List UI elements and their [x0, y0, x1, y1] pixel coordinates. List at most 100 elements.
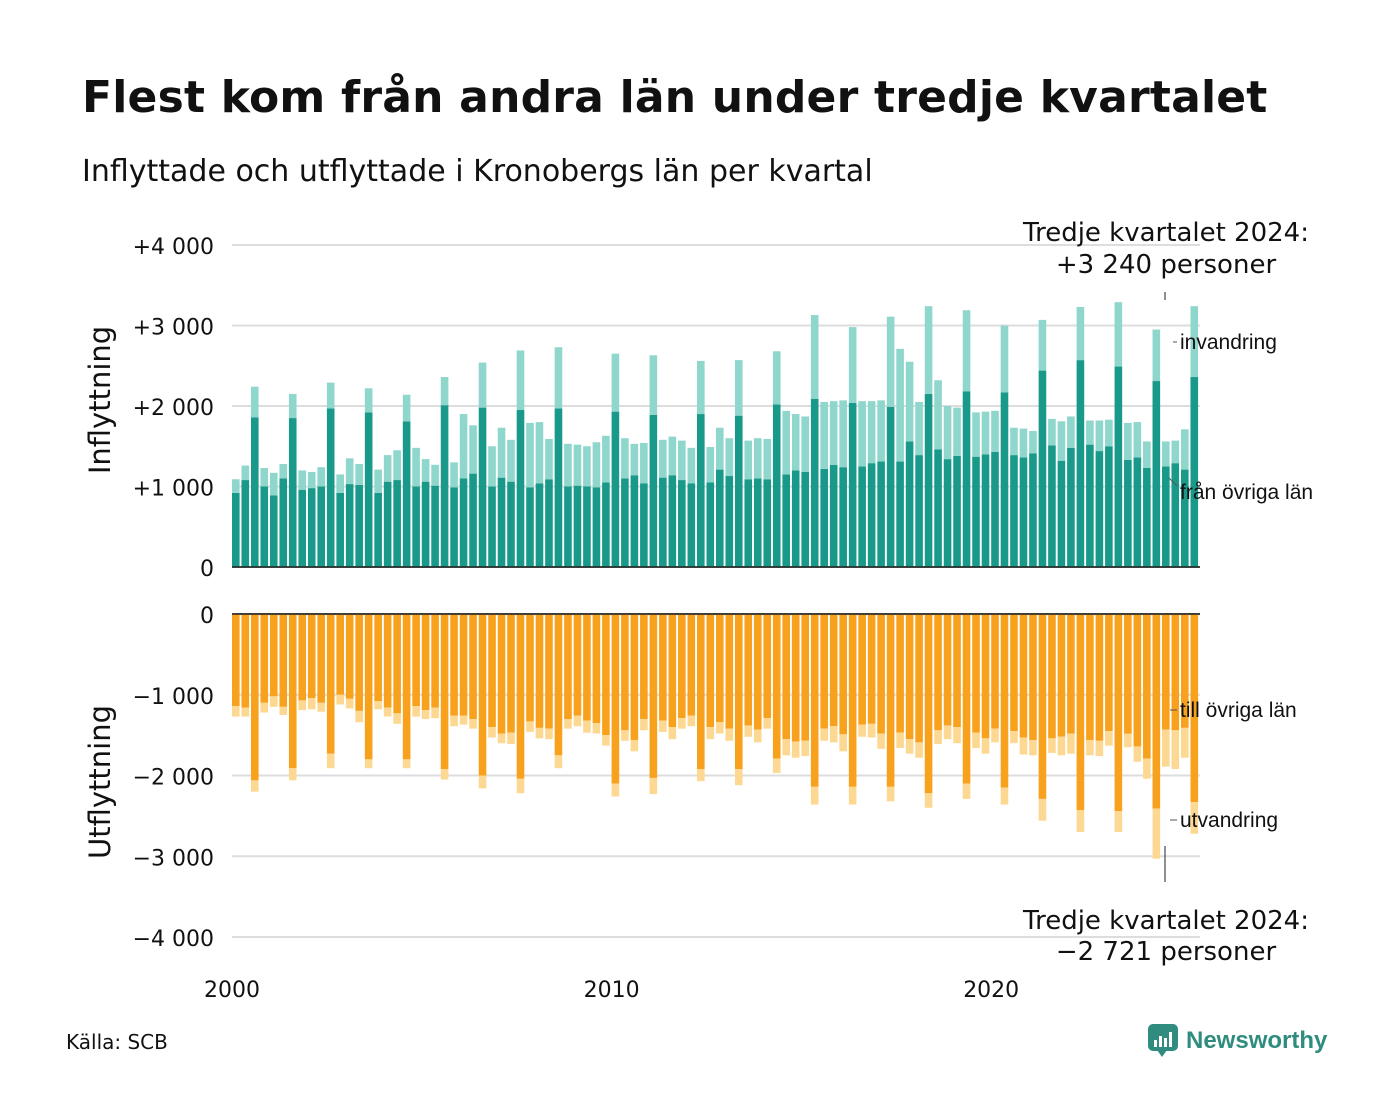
bar-till-ovriga-lan: [924, 614, 933, 794]
bar-fran-ovriga-lan: [583, 486, 591, 567]
bar-utvandring: [772, 758, 781, 774]
bar-invandring: [953, 407, 961, 456]
bar-fran-ovriga-lan: [336, 492, 344, 567]
bar-fran-ovriga-lan: [478, 407, 487, 567]
bar-utvandring: [630, 739, 639, 752]
bar-till-ovriga-lan: [877, 614, 885, 734]
bar-fran-ovriga-lan: [1010, 455, 1018, 567]
bar-utvandring: [659, 720, 667, 732]
bar-utvandring: [307, 697, 316, 710]
bar-fran-ovriga-lan: [668, 475, 677, 567]
bar-till-ovriga-lan: [250, 614, 259, 781]
bar-fran-ovriga-lan: [753, 478, 762, 567]
bar-till-ovriga-lan: [763, 614, 772, 719]
bar-fran-ovriga-lan: [858, 466, 866, 567]
bar-till-ovriga-lan: [839, 614, 847, 735]
bar-fran-ovriga-lan: [554, 408, 563, 567]
bar-utvandring: [839, 734, 847, 752]
bar-utvandring: [554, 755, 563, 769]
bar-fran-ovriga-lan: [839, 467, 847, 567]
bar-invandring: [412, 447, 420, 487]
bar-till-ovriga-lan: [753, 614, 762, 730]
bar-till-ovriga-lan: [829, 614, 838, 727]
bar-fran-ovriga-lan: [905, 441, 914, 567]
bar-till-ovriga-lan: [715, 614, 724, 723]
bar-fran-ovriga-lan: [488, 486, 496, 567]
bar-till-ovriga-lan: [1181, 614, 1189, 728]
bar-utvandring: [744, 725, 753, 737]
bar-utvandring: [564, 718, 572, 729]
bar-invandring: [1181, 429, 1189, 470]
bar-till-ovriga-lan: [298, 614, 307, 701]
bar-invandring: [469, 425, 477, 474]
bar-invandring: [886, 316, 895, 407]
bar-utvandring: [269, 696, 278, 707]
bar-invandring: [1029, 430, 1037, 454]
y-axis-label-utflyttning: Utflyttning: [83, 705, 117, 859]
bar-utvandring: [943, 725, 952, 740]
bar-till-ovriga-lan: [431, 614, 439, 708]
bar-till-ovriga-lan: [317, 614, 326, 703]
bar-till-ovriga-lan: [1038, 614, 1047, 799]
bar-invandring: [962, 310, 971, 392]
bar-utvandring: [241, 707, 250, 717]
bar-till-ovriga-lan: [1095, 614, 1104, 741]
bar-till-ovriga-lan: [488, 614, 496, 728]
bar-invandring: [307, 472, 316, 489]
bar-utvandring: [298, 700, 307, 711]
bar-fran-ovriga-lan: [734, 415, 743, 567]
bar-till-ovriga-lan: [478, 614, 487, 776]
bar-invandring: [924, 306, 933, 394]
bar-till-ovriga-lan: [678, 614, 686, 719]
bar-utvandring: [611, 783, 620, 797]
bar-fran-ovriga-lan: [829, 464, 838, 567]
bar-fran-ovriga-lan: [886, 406, 895, 567]
bar-invandring: [1114, 302, 1123, 367]
bar-till-ovriga-lan: [554, 614, 563, 756]
bar-till-ovriga-lan: [1076, 614, 1085, 811]
bar-utvandring: [867, 723, 876, 738]
bar-invandring: [763, 439, 772, 480]
bar-utvandring: [1000, 787, 1009, 805]
x-tick-label: 2000: [204, 978, 260, 1003]
bar-till-ovriga-lan: [744, 614, 753, 726]
bar-utvandring: [753, 729, 762, 743]
bar-invandring: [516, 350, 525, 411]
bar-fran-ovriga-lan: [469, 473, 477, 567]
bar-fran-ovriga-lan: [564, 486, 572, 567]
bar-fran-ovriga-lan: [1038, 370, 1047, 567]
bar-fran-ovriga-lan: [649, 414, 658, 567]
bar-till-ovriga-lan: [991, 614, 999, 729]
bar-till-ovriga-lan: [1086, 614, 1094, 740]
bar-utvandring: [412, 706, 420, 717]
bar-fran-ovriga-lan: [725, 476, 734, 567]
bar-fran-ovriga-lan: [535, 483, 544, 567]
bar-fran-ovriga-lan: [744, 479, 753, 567]
bar-utvandring: [1076, 810, 1085, 833]
bar-invandring: [1000, 325, 1009, 393]
bar-invandring: [336, 474, 344, 493]
bar-fran-ovriga-lan: [687, 483, 696, 567]
bar-till-ovriga-lan: [602, 614, 610, 736]
bar-till-ovriga-lan: [535, 614, 544, 728]
bar-utvandring: [602, 735, 610, 746]
bar-fran-ovriga-lan: [934, 449, 942, 567]
bar-invandring: [298, 470, 307, 490]
bar-invandring: [383, 455, 392, 482]
bar-invandring: [421, 459, 430, 482]
bar-invandring: [668, 436, 677, 476]
bar-utvandring: [972, 732, 980, 749]
bar-fran-ovriga-lan: [1181, 469, 1189, 567]
bar-invandring: [934, 380, 942, 450]
bar-utvandring: [649, 777, 658, 795]
bar-till-ovriga-lan: [307, 614, 316, 698]
bar-utvandring: [1038, 798, 1047, 821]
y-tick-label: +2 000: [133, 396, 214, 421]
bar-fran-ovriga-lan: [402, 421, 411, 567]
bar-till-ovriga-lan: [1010, 614, 1018, 732]
bar-utvandring: [431, 707, 439, 719]
x-tick-labels: 2000 2010 2020: [204, 978, 1019, 1003]
bar-till-ovriga-lan: [953, 614, 961, 728]
bar-utvandring: [469, 718, 477, 729]
bar-till-ovriga-lan: [1057, 614, 1066, 737]
